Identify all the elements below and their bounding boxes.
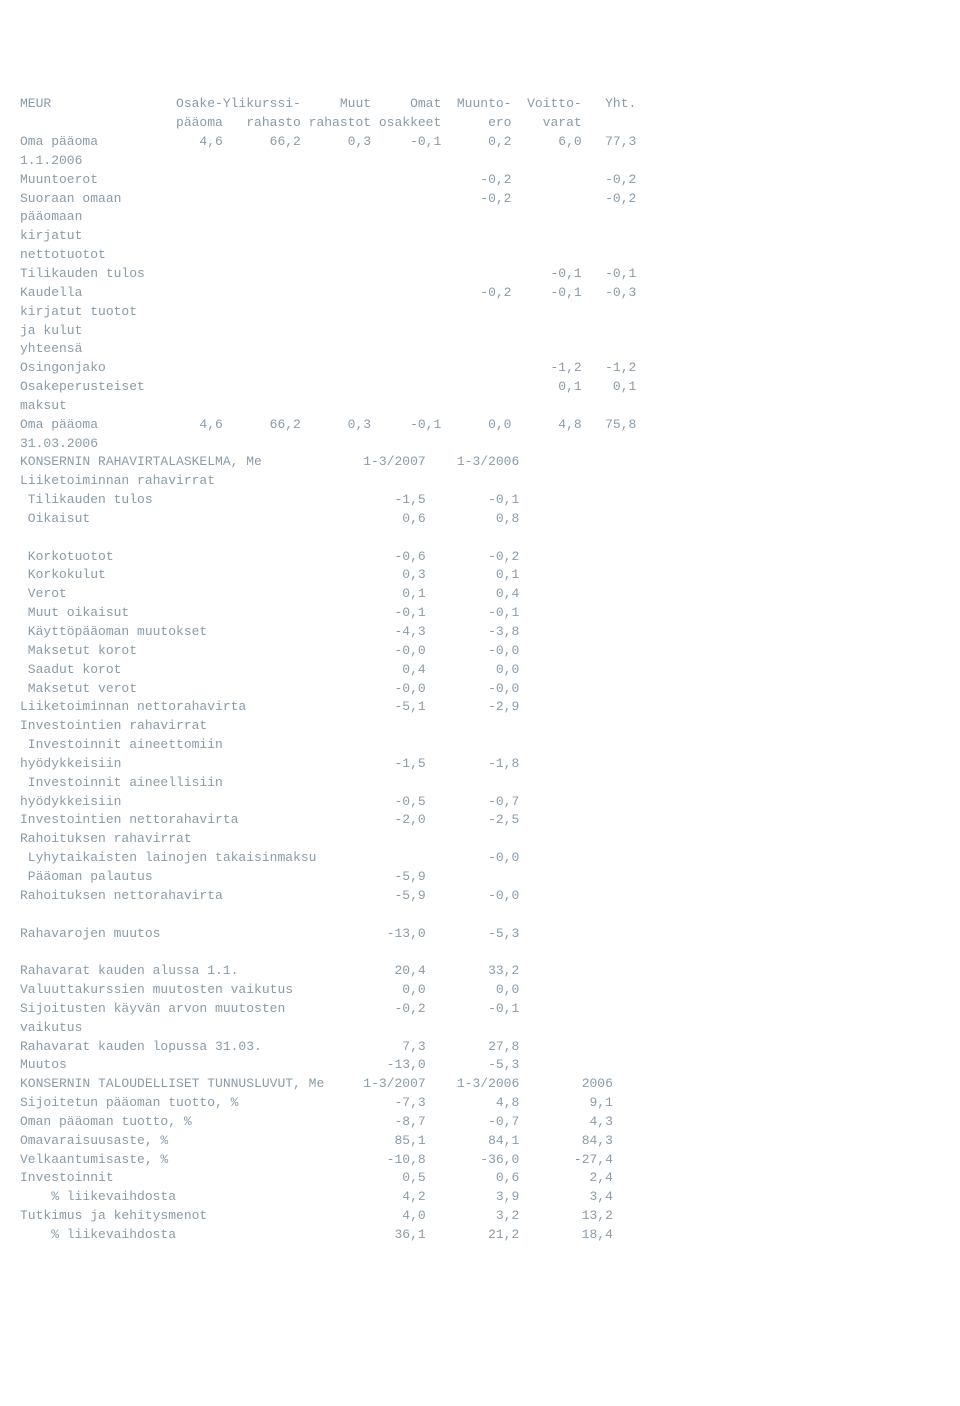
text-line: Muuntoerot -0,2 -0,2: [20, 171, 940, 190]
text-line: maksut: [20, 397, 940, 416]
text-line: [20, 529, 940, 548]
text-line: Oma pääoma 4,6 66,2 0,3 -0,1 0,0 4,8 75,…: [20, 416, 940, 435]
text-line: % liikevaihdosta 4,2 3,9 3,4: [20, 1188, 940, 1207]
text-line: Investointien rahavirrat: [20, 717, 940, 736]
text-line: Lyhytaikaisten lainojen takaisinmaksu -0…: [20, 849, 940, 868]
text-line: Muutos -13,0 -5,3: [20, 1056, 940, 1075]
text-line: Rahavarojen muutos -13,0 -5,3: [20, 925, 940, 944]
text-line: Maksetut korot -0,0 -0,0: [20, 642, 940, 661]
text-line: Liiketoiminnan rahavirrat: [20, 472, 940, 491]
text-line: Muut oikaisut -0,1 -0,1: [20, 604, 940, 623]
text-line: Verot 0,1 0,4: [20, 585, 940, 604]
text-line: yhteensä: [20, 340, 940, 359]
text-line: Investoinnit aineettomiin: [20, 736, 940, 755]
text-line: Investointien nettorahavirta -2,0 -2,5: [20, 811, 940, 830]
text-line: Tilikauden tulos -1,5 -0,1: [20, 491, 940, 510]
text-line: ja kulut: [20, 322, 940, 341]
text-line: Investoinnit aineellisiin: [20, 774, 940, 793]
text-line: [20, 906, 940, 925]
text-line: 31.03.2006: [20, 435, 940, 454]
text-line: 1.1.2006: [20, 152, 940, 171]
text-line: pääoma rahasto rahastot osakkeet ero var…: [20, 114, 940, 133]
text-line: Sijoitusten käyvän arvon muutosten -0,2 …: [20, 1000, 940, 1019]
text-line: Tilikauden tulos -0,1 -0,1: [20, 265, 940, 284]
text-line: Velkaantumisaste, % -10,8 -36,0 -27,4: [20, 1151, 940, 1170]
text-line: Oman pääoman tuotto, % -8,7 -0,7 4,3: [20, 1113, 940, 1132]
text-line: vaikutus: [20, 1019, 940, 1038]
text-line: hyödykkeisiin -0,5 -0,7: [20, 793, 940, 812]
text-line: Investoinnit 0,5 0,6 2,4: [20, 1169, 940, 1188]
text-line: Maksetut verot -0,0 -0,0: [20, 680, 940, 699]
text-line: pääomaan: [20, 208, 940, 227]
text-line: KONSERNIN TALOUDELLISET TUNNUSLUVUT, Me …: [20, 1075, 940, 1094]
text-line: Osakeperusteiset 0,1 0,1: [20, 378, 940, 397]
text-line: Osingonjako -1,2 -1,2: [20, 359, 940, 378]
text-line: nettotuotot: [20, 246, 940, 265]
text-line: KONSERNIN RAHAVIRTALASKELMA, Me 1-3/2007…: [20, 453, 940, 472]
text-line: Kaudella -0,2 -0,1 -0,3: [20, 284, 940, 303]
text-line: Valuuttakurssien muutosten vaikutus 0,0 …: [20, 981, 940, 1000]
text-line: hyödykkeisiin -1,5 -1,8: [20, 755, 940, 774]
text-line: Rahavarat kauden lopussa 31.03. 7,3 27,8: [20, 1038, 940, 1057]
text-line: Oma pääoma 4,6 66,2 0,3 -0,1 0,2 6,0 77,…: [20, 133, 940, 152]
text-line: Omavaraisuusaste, % 85,1 84,1 84,3: [20, 1132, 940, 1151]
text-line: Pääoman palautus -5,9: [20, 868, 940, 887]
text-line: Rahoituksen rahavirrat: [20, 830, 940, 849]
text-line: Liiketoiminnan nettorahavirta -5,1 -2,9: [20, 698, 940, 717]
text-line: Käyttöpääoman muutokset -4,3 -3,8: [20, 623, 940, 642]
text-line: Rahavarat kauden alussa 1.1. 20,4 33,2: [20, 962, 940, 981]
text-line: [20, 943, 940, 962]
text-line: % liikevaihdosta 36,1 21,2 18,4: [20, 1226, 940, 1245]
text-line: Rahoituksen nettorahavirta -5,9 -0,0: [20, 887, 940, 906]
text-line: Suoraan omaan -0,2 -0,2: [20, 190, 940, 209]
text-line: kirjatut tuotot: [20, 303, 940, 322]
text-line: Korkokulut 0,3 0,1: [20, 566, 940, 585]
text-line: kirjatut: [20, 227, 940, 246]
text-line: Saadut korot 0,4 0,0: [20, 661, 940, 680]
text-line: Tutkimus ja kehitysmenot 4,0 3,2 13,2: [20, 1207, 940, 1226]
text-line: Oikaisut 0,6 0,8: [20, 510, 940, 529]
text-line: Korkotuotot -0,6 -0,2: [20, 548, 940, 567]
text-line: MEUR Osake-Ylikurssi- Muut Omat Muunto- …: [20, 95, 940, 114]
financial-document: MEUR Osake-Ylikurssi- Muut Omat Muunto- …: [20, 95, 940, 1244]
text-line: Sijoitetun pääoman tuotto, % -7,3 4,8 9,…: [20, 1094, 940, 1113]
